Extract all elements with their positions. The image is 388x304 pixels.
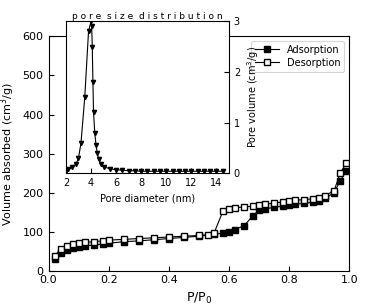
Adsorption bbox=[302, 202, 307, 205]
Adsorption bbox=[100, 242, 105, 246]
Desorption bbox=[251, 204, 255, 208]
Desorption bbox=[338, 171, 343, 175]
Adsorption bbox=[106, 241, 111, 245]
Desorption bbox=[206, 233, 210, 237]
Desorption bbox=[151, 236, 156, 240]
Desorption bbox=[70, 243, 75, 246]
Adsorption bbox=[211, 233, 216, 236]
X-axis label: P/P$_0$: P/P$_0$ bbox=[185, 291, 212, 304]
Desorption bbox=[82, 241, 87, 244]
Adsorption bbox=[332, 191, 336, 194]
Desorption bbox=[64, 244, 69, 248]
Desorption bbox=[196, 234, 201, 237]
Adsorption bbox=[227, 230, 231, 233]
Desorption bbox=[293, 199, 297, 202]
Adsorption bbox=[82, 244, 87, 248]
Title: p o r e  s i z e  d i s t r i b u t i o n: p o r e s i z e d i s t r i b u t i o n bbox=[72, 12, 223, 20]
Adsorption bbox=[91, 244, 96, 247]
Adsorption bbox=[58, 251, 63, 255]
Adsorption bbox=[257, 208, 262, 212]
Adsorption bbox=[76, 245, 81, 249]
Desorption bbox=[332, 189, 336, 192]
Adsorption bbox=[344, 169, 348, 173]
Adsorption bbox=[251, 214, 255, 218]
Adsorption bbox=[232, 228, 237, 231]
Adsorption bbox=[182, 236, 186, 239]
Adsorption bbox=[242, 224, 246, 227]
Desorption bbox=[76, 241, 81, 245]
Adsorption bbox=[317, 199, 321, 203]
Adsorption bbox=[136, 239, 141, 243]
Adsorption bbox=[121, 240, 126, 244]
Desorption bbox=[344, 161, 348, 165]
Desorption bbox=[287, 199, 291, 203]
Desorption bbox=[317, 196, 321, 199]
Adsorption bbox=[287, 203, 291, 207]
Desorption bbox=[257, 203, 262, 207]
Adsorption bbox=[151, 238, 156, 242]
Adsorption bbox=[338, 179, 343, 183]
Desorption bbox=[281, 200, 285, 204]
Y-axis label: Pore volume (cm$^3$/g): Pore volume (cm$^3$/g) bbox=[246, 46, 262, 148]
Adsorption bbox=[64, 248, 69, 252]
Desorption bbox=[263, 202, 267, 206]
Desorption bbox=[91, 240, 96, 244]
Line: Desorption: Desorption bbox=[52, 161, 349, 258]
Desorption bbox=[52, 254, 57, 257]
Desorption bbox=[302, 198, 307, 201]
Desorption bbox=[166, 235, 171, 239]
Desorption bbox=[311, 197, 315, 201]
Desorption bbox=[242, 205, 246, 209]
Desorption bbox=[272, 201, 276, 205]
Adsorption bbox=[196, 234, 201, 238]
Adsorption bbox=[166, 237, 171, 240]
Line: Adsorption: Adsorption bbox=[52, 168, 349, 262]
Desorption bbox=[136, 237, 141, 240]
X-axis label: Pore diameter (nm): Pore diameter (nm) bbox=[100, 194, 195, 204]
Desorption bbox=[220, 209, 225, 213]
Adsorption bbox=[272, 206, 276, 209]
Y-axis label: Volume absorbed (cm$^3$/g): Volume absorbed (cm$^3$/g) bbox=[0, 81, 17, 226]
Desorption bbox=[100, 239, 105, 243]
Desorption bbox=[323, 194, 327, 198]
Desorption bbox=[232, 206, 237, 209]
Desorption bbox=[182, 234, 186, 238]
Desorption bbox=[106, 238, 111, 242]
Desorption bbox=[58, 248, 63, 251]
Adsorption bbox=[52, 257, 57, 261]
Adsorption bbox=[281, 204, 285, 208]
Desorption bbox=[211, 232, 216, 235]
Adsorption bbox=[220, 231, 225, 235]
Adsorption bbox=[293, 202, 297, 206]
Adsorption bbox=[263, 207, 267, 211]
Desorption bbox=[227, 207, 231, 211]
Adsorption bbox=[323, 197, 327, 200]
Legend: Adsorption, Desorption: Adsorption, Desorption bbox=[251, 41, 344, 72]
Adsorption bbox=[311, 200, 315, 204]
Desorption bbox=[121, 237, 126, 241]
Adsorption bbox=[70, 247, 75, 250]
